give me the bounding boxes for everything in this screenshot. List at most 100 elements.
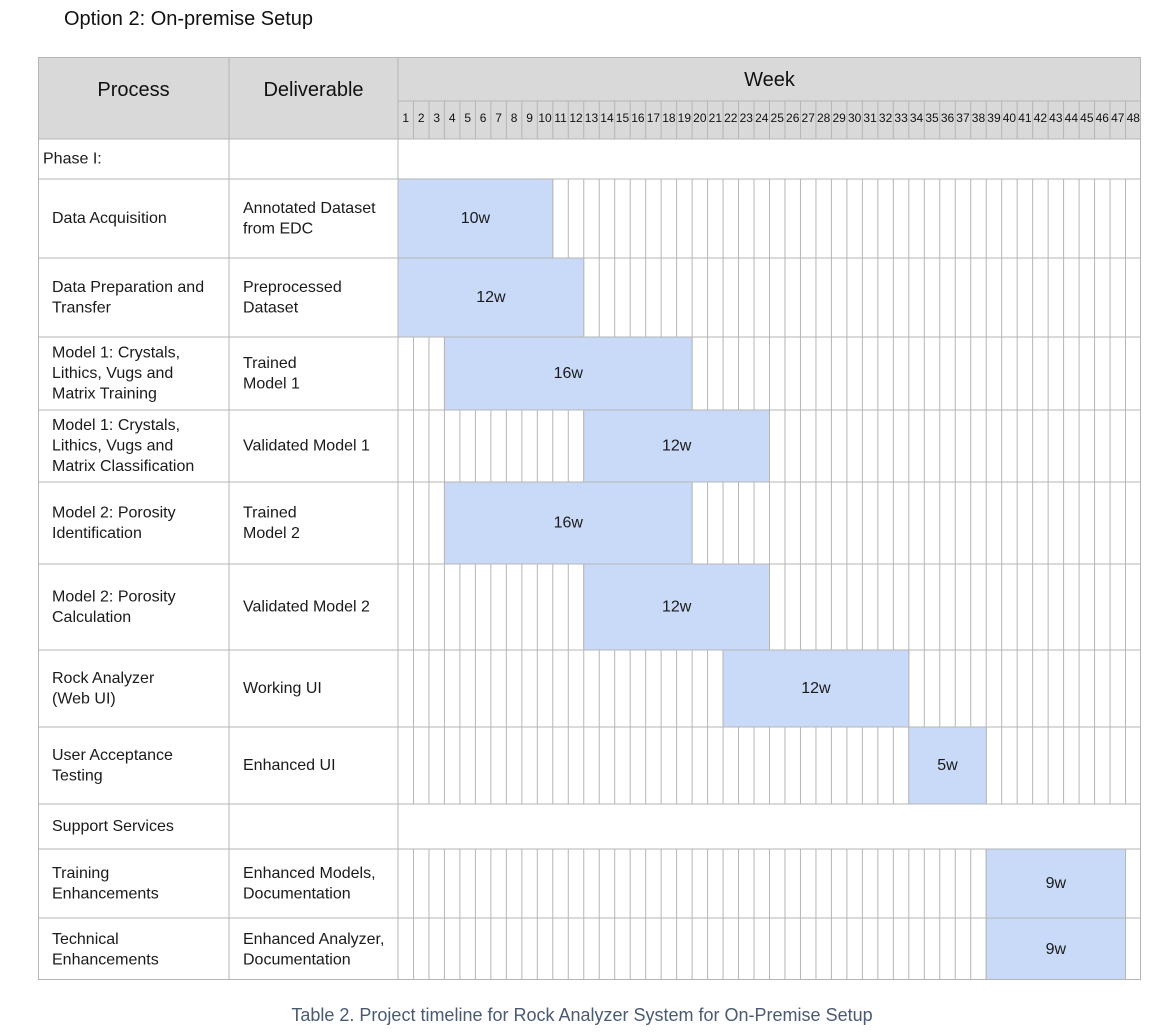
deliverable-cell-line: Trained bbox=[243, 355, 297, 372]
week-number-label: 33 bbox=[894, 111, 908, 125]
week-number-label: 10 bbox=[538, 111, 552, 125]
week-number-label: 11 bbox=[554, 111, 567, 125]
week-number-label: 1 bbox=[402, 111, 409, 125]
bar-duration-label: 9w bbox=[1046, 875, 1067, 892]
week-number-label: 42 bbox=[1034, 111, 1048, 125]
week-number-label: 30 bbox=[848, 111, 862, 125]
week-number-label: 19 bbox=[678, 111, 692, 125]
project-timeline-table: Process Deliverable Week 1 2 3 4 5 6 7 8 9 10 11 12 13 1… bbox=[38, 57, 1141, 980]
process-cell-line: Matrix Training bbox=[52, 386, 157, 403]
header-week: Week bbox=[744, 69, 796, 91]
timeline-bar-fill bbox=[443, 481, 693, 565]
process-cell-line: Data Preparation and bbox=[52, 279, 204, 296]
bar-duration-label: 12w bbox=[801, 680, 831, 697]
week-number-label: 45 bbox=[1080, 111, 1094, 125]
week-number-label: 12 bbox=[569, 111, 583, 125]
section-label-line: Support Services bbox=[52, 818, 174, 835]
bar-duration-label: 9w bbox=[1046, 941, 1067, 958]
week-number-label: 48 bbox=[1127, 111, 1141, 125]
deliverable-cell-line: Validated Model 2 bbox=[243, 599, 370, 616]
week-number-label: 8 bbox=[511, 111, 518, 125]
week-number-label: 31 bbox=[863, 111, 877, 125]
week-number-label: 24 bbox=[755, 111, 769, 125]
timeline-bar-fill bbox=[985, 848, 1127, 919]
deliverable-cell-line: Annotated Dataset bbox=[243, 200, 376, 217]
table-border bbox=[38, 57, 1141, 980]
week-number-label: 39 bbox=[987, 111, 1001, 125]
week-number-label: 26 bbox=[786, 111, 800, 125]
week-number-label: 27 bbox=[802, 111, 816, 125]
week-number-label: 20 bbox=[693, 111, 707, 125]
deliverable-cell-line: Preprocessed bbox=[243, 279, 342, 296]
bar-duration-label: 16w bbox=[554, 365, 584, 382]
week-number-label: 38 bbox=[972, 111, 986, 125]
process-cell-line: Calculation bbox=[52, 609, 131, 626]
week-number-label: 29 bbox=[832, 111, 846, 125]
table-caption: Table 2. Project timeline for Rock Analy… bbox=[291, 1005, 873, 1025]
section-label-line: Phase I: bbox=[43, 151, 102, 168]
week-number-label: 46 bbox=[1096, 111, 1110, 125]
process-cell-line: Training bbox=[52, 865, 109, 882]
process-cell-line: Identification bbox=[52, 525, 142, 542]
deliverable-cell-line: Enhanced Models, bbox=[243, 865, 376, 882]
process-cell-line: Matrix Classification bbox=[52, 458, 194, 475]
document-title: Option 2: On-premise Setup bbox=[64, 8, 314, 30]
deliverable-cell-line: Documentation bbox=[243, 885, 351, 902]
process-cell-line: Technical bbox=[52, 931, 119, 948]
process-cell-line: Model 2: Porosity bbox=[52, 588, 176, 605]
deliverable-cell-line: Model 2 bbox=[243, 525, 300, 542]
timeline-bar-fill bbox=[583, 563, 770, 651]
bar-duration-label: 12w bbox=[662, 599, 692, 616]
deliverable-cell-line: Validated Model 1 bbox=[243, 438, 370, 455]
process-cell-line: Lithics, Vugs and bbox=[52, 365, 173, 382]
deliverable-cell-line: from EDC bbox=[243, 220, 313, 237]
week-number-label: 6 bbox=[480, 111, 487, 125]
week-number-label: 13 bbox=[585, 111, 599, 125]
deliverable-cell-line: Enhanced UI bbox=[243, 757, 336, 774]
process-cell-line: Data Acquisition bbox=[52, 210, 167, 227]
week-number-label: 4 bbox=[449, 111, 456, 125]
process-cell-line: Rock Analyzer bbox=[52, 670, 155, 687]
week-number-label: 37 bbox=[956, 111, 970, 125]
deliverable-cell-line: Documentation bbox=[243, 951, 351, 968]
deliverable-cell-line: Model 1 bbox=[243, 375, 300, 392]
process-cell-line: Enhancements bbox=[52, 951, 159, 968]
week-number-label: 32 bbox=[879, 111, 893, 125]
bar-duration-label: 10w bbox=[461, 210, 491, 227]
process-cell-line: Model 1: Crystals, bbox=[52, 345, 180, 362]
week-number-label: 25 bbox=[771, 111, 785, 125]
week-number-label: 7 bbox=[495, 111, 502, 125]
process-cell-line: Testing bbox=[52, 767, 103, 784]
header-process: Process bbox=[97, 79, 169, 101]
week-number-label: 17 bbox=[647, 111, 661, 125]
timeline-bar-fill bbox=[985, 917, 1127, 980]
process-cell-line: Model 2: Porosity bbox=[52, 504, 176, 521]
deliverable-cell-line: Enhanced Analyzer, bbox=[243, 931, 384, 948]
header-deliverable: Deliverable bbox=[263, 79, 363, 101]
week-number-label: 16 bbox=[631, 111, 645, 125]
bar-duration-label: 16w bbox=[554, 515, 584, 532]
week-number-label: 36 bbox=[941, 111, 955, 125]
week-number-label: 21 bbox=[709, 111, 723, 125]
timeline-bar-fill bbox=[443, 336, 693, 411]
week-number-label: 35 bbox=[925, 111, 939, 125]
timeline-bar-fill bbox=[397, 178, 554, 259]
deliverable-cell-line: Dataset bbox=[243, 299, 299, 316]
week-number-label: 14 bbox=[600, 111, 614, 125]
week-number-label: 22 bbox=[724, 111, 738, 125]
process-cell-line: User Acceptance bbox=[52, 747, 173, 764]
process-cell-line: Model 1: Crystals, bbox=[52, 417, 180, 434]
week-number-label: 3 bbox=[433, 111, 440, 125]
bar-duration-label: 5w bbox=[937, 757, 958, 774]
week-number-label: 2 bbox=[418, 111, 425, 125]
week-number-label: 28 bbox=[817, 111, 831, 125]
week-number-label: 44 bbox=[1065, 111, 1079, 125]
week-number-label: 23 bbox=[740, 111, 754, 125]
week-number-label: 34 bbox=[910, 111, 924, 125]
process-cell-line: Enhancements bbox=[52, 885, 159, 902]
deliverable-cell-line: Trained bbox=[243, 504, 297, 521]
timeline-bar-fill bbox=[722, 649, 910, 728]
process-cell-line: (Web UI) bbox=[52, 690, 116, 707]
deliverable-cell-line: Working UI bbox=[243, 680, 322, 697]
